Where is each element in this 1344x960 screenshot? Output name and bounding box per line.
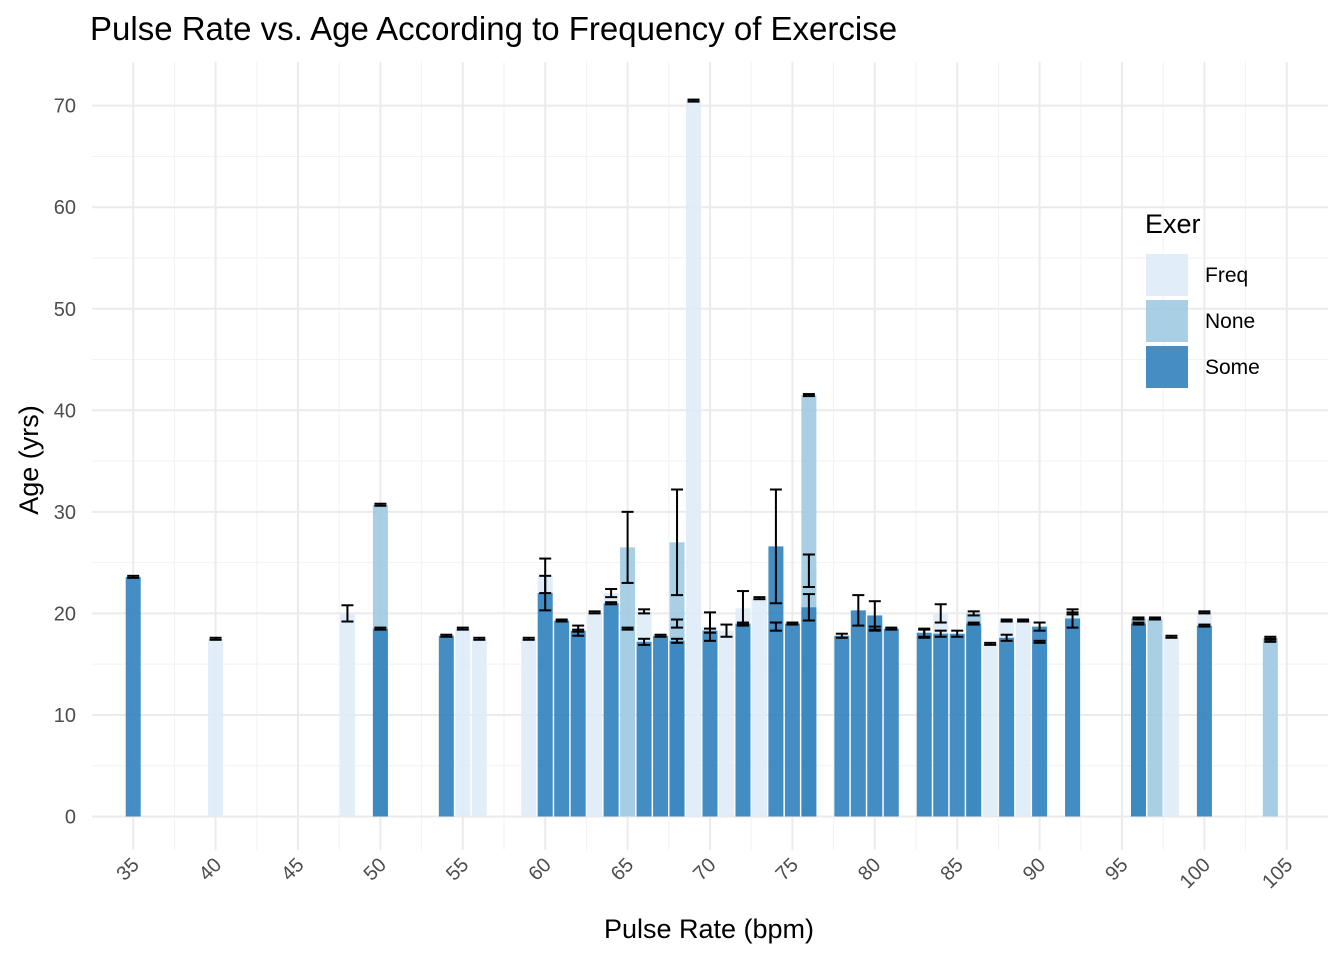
y-tick-label: 30 [54, 502, 76, 524]
x-tick-label: 35 [112, 854, 143, 885]
bar-freq [718, 630, 734, 817]
y-tick-label: 70 [54, 96, 76, 118]
legend-title: Exer [1145, 209, 1201, 239]
x-tick-label: 40 [195, 854, 226, 885]
bar-some [702, 630, 718, 817]
bar-some [1196, 625, 1212, 817]
x-axis-title: Pulse Rate (bpm) [604, 914, 814, 944]
bar-some [966, 623, 982, 817]
x-tick-label: 105 [1258, 854, 1297, 893]
bar-freq [521, 638, 537, 817]
x-tick-label: 80 [854, 854, 885, 885]
bar-some [537, 593, 553, 817]
bar-some [1065, 618, 1081, 817]
bar-some [438, 635, 454, 817]
bar-none [1262, 637, 1278, 817]
y-tick-label: 50 [54, 299, 76, 321]
bar-some [933, 633, 949, 817]
y-axis-ticks: 0 10 20 30 40 50 60 70 [54, 96, 76, 829]
legend-key-freq [1146, 254, 1188, 296]
x-axis-ticks: 35 40 45 50 55 60 65 70 75 80 85 90 95 100 105 [112, 854, 1297, 893]
bar-some [883, 628, 899, 817]
bar-some [834, 635, 850, 817]
bar-some [867, 615, 883, 817]
legend-label-none: None [1205, 310, 1255, 333]
x-tick-label: 75 [772, 854, 803, 885]
bar-some [768, 546, 784, 817]
bar-some [603, 603, 619, 817]
legend-label-some: Some [1205, 356, 1260, 379]
bar-some [735, 623, 751, 817]
bar-some [570, 630, 586, 817]
legend-key-none [1146, 300, 1188, 342]
bar-some [554, 620, 570, 817]
bar-freq [455, 628, 471, 817]
x-tick-label: 85 [936, 854, 967, 885]
bar-some [669, 640, 685, 817]
bar-some [916, 632, 932, 817]
bar-some [636, 641, 652, 817]
x-tick-label: 95 [1101, 854, 1132, 885]
bar-some [949, 633, 965, 817]
x-tick-label: 45 [277, 854, 308, 885]
x-tick-label: 60 [524, 854, 555, 885]
bar-freq [1015, 620, 1031, 817]
bar-some [801, 607, 817, 817]
x-tick-label: 90 [1019, 854, 1050, 885]
error-bars [127, 98, 1277, 646]
bars [125, 100, 1278, 817]
x-tick-label: 50 [360, 854, 391, 885]
bar-none [620, 547, 636, 817]
legend: Exer Freq None Some [1145, 209, 1260, 388]
x-tick-label: 100 [1176, 854, 1215, 893]
bar-freq [1163, 636, 1179, 817]
y-tick-label: 60 [54, 197, 76, 219]
bar-none [1147, 618, 1163, 817]
bar-freq [751, 598, 767, 817]
bar-freq [686, 100, 702, 817]
x-tick-label: 65 [607, 854, 638, 885]
bar-some [850, 610, 866, 817]
y-tick-label: 40 [54, 400, 76, 422]
bar-freq [982, 643, 998, 817]
bar-some [125, 576, 141, 817]
bar-some [372, 628, 388, 817]
bar-freq [471, 638, 487, 817]
bar-some [1130, 623, 1146, 817]
bar-some [653, 635, 669, 817]
bar-some [1032, 626, 1048, 817]
x-tick-label: 70 [689, 854, 720, 885]
bar-freq [339, 613, 355, 817]
bar-some [784, 623, 800, 817]
y-tick-label: 0 [65, 806, 76, 828]
y-axis-title: Age (yrs) [14, 405, 44, 515]
y-tick-label: 20 [54, 603, 76, 625]
bar-freq [587, 612, 603, 817]
chart-title: Pulse Rate vs. Age According to Frequenc… [90, 10, 897, 47]
legend-key-some [1146, 346, 1188, 388]
bar-freq [208, 638, 224, 817]
x-tick-label: 55 [442, 854, 473, 885]
bar-some [999, 637, 1015, 817]
y-tick-label: 10 [54, 705, 76, 727]
legend-label-freq: Freq [1205, 264, 1248, 287]
